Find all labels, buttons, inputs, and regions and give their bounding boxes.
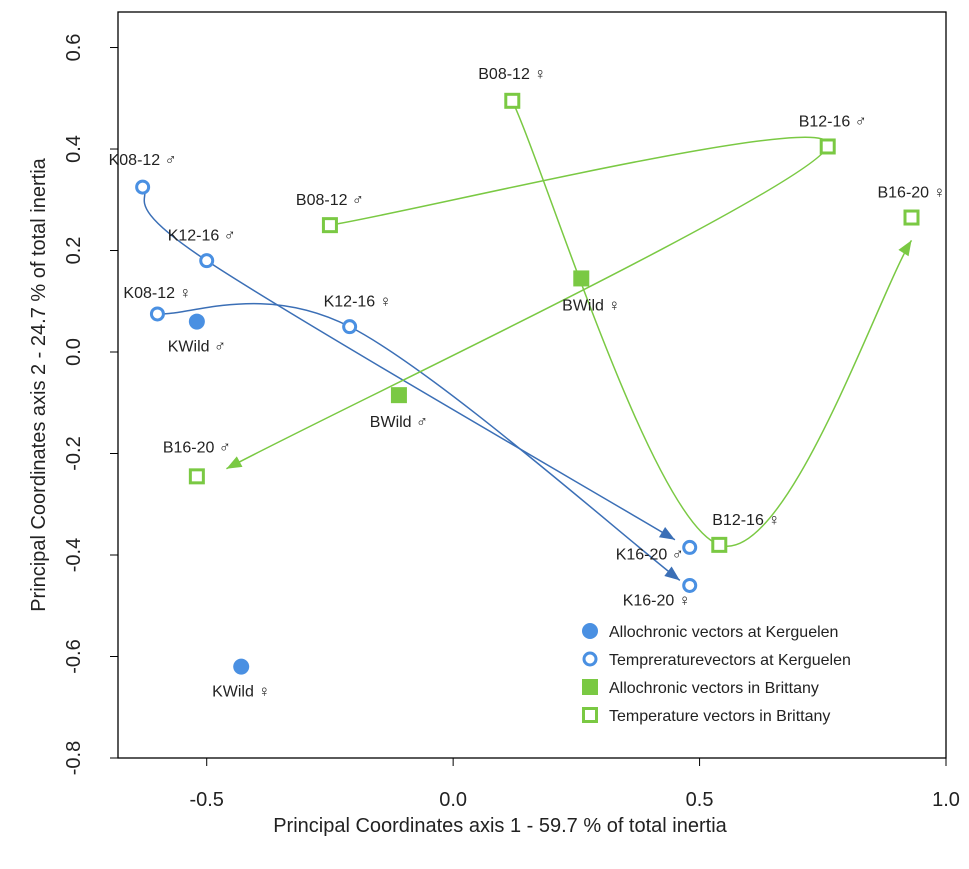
open-circle-kerguelen-point bbox=[199, 253, 215, 269]
x-axis-title: Principal Coordinates axis 1 - 59.7 % of… bbox=[273, 815, 727, 837]
legend-marker bbox=[582, 707, 598, 723]
x-tick-label: 0.0 bbox=[439, 789, 467, 811]
y-tick-label: -0.4 bbox=[63, 538, 85, 572]
point-label: B08-12 ♂ bbox=[296, 192, 364, 209]
y-tick-label: 0.6 bbox=[63, 34, 85, 62]
open-square-brittany-point bbox=[903, 209, 920, 226]
open-circle-kerguelen-point bbox=[149, 306, 165, 322]
kerguelen-vector-line bbox=[157, 302, 681, 581]
point-label: K12-16 ♀ bbox=[324, 294, 392, 311]
point-label: B12-16 ♀ bbox=[712, 512, 780, 529]
legend-label: Tempreraturevectors at Kerguelen bbox=[609, 652, 851, 669]
y-axis-title: Principal Coordinates axis 2 - 24.7 % of… bbox=[28, 157, 50, 611]
data-points bbox=[135, 92, 920, 675]
filled-circle-kerguelen-point bbox=[233, 658, 250, 675]
open-square-brittany-point bbox=[188, 468, 205, 485]
point-label: K12-16 ♂ bbox=[168, 228, 236, 245]
y-tick-label: 0.0 bbox=[63, 338, 85, 366]
legend-marker bbox=[582, 679, 598, 695]
open-circle-kerguelen-point bbox=[682, 539, 698, 555]
axes: -0.5 0.0 0.5 1.0 -0.8 -0.6 -0.4 -0.2 0.0 0.2 0.4 0.… bbox=[63, 34, 960, 811]
legend-marker bbox=[582, 623, 598, 639]
point-label: KWild ♂ bbox=[168, 339, 226, 356]
open-square-brittany-point bbox=[711, 536, 728, 553]
point-label: KWild ♀ bbox=[212, 684, 270, 701]
legend-label: Temperature vectors in Brittany bbox=[609, 708, 830, 725]
y-tick-label: -0.6 bbox=[63, 639, 85, 673]
y-tick-label: -0.2 bbox=[63, 436, 85, 470]
legend-label: Allochronic vectors at Kerguelen bbox=[609, 624, 838, 641]
open-circle-kerguelen-point bbox=[135, 179, 151, 195]
filled-square-brittany-point bbox=[573, 270, 590, 287]
point-label: K16-20 ♂ bbox=[616, 546, 684, 563]
brittany-arrowhead bbox=[226, 456, 243, 469]
open-square-brittany-point bbox=[504, 92, 521, 109]
x-tick-label: 1.0 bbox=[932, 789, 960, 811]
legend-marker bbox=[582, 651, 598, 667]
x-tick-label: 0.5 bbox=[686, 789, 714, 811]
y-tick-label: 0.2 bbox=[63, 237, 85, 265]
point-label: B12-16 ♂ bbox=[799, 113, 867, 130]
x-tick-label: -0.5 bbox=[189, 789, 223, 811]
open-square-brittany-point bbox=[321, 217, 338, 234]
vector-lines bbox=[142, 100, 913, 581]
point-label: B16-20 ♂ bbox=[163, 439, 231, 456]
legend-label: Allochronic vectors in Brittany bbox=[609, 680, 819, 697]
open-circle-kerguelen-point bbox=[682, 577, 698, 593]
y-tick-label: 0.4 bbox=[63, 135, 85, 163]
point-label: K08-12 ♂ bbox=[109, 152, 177, 169]
open-circle-kerguelen-point bbox=[342, 319, 358, 335]
open-square-brittany-point bbox=[819, 138, 836, 155]
brittany-arrowhead bbox=[898, 240, 912, 257]
y-tick-label: -0.8 bbox=[63, 741, 85, 775]
kerguelen-arrowhead bbox=[658, 526, 675, 540]
filled-square-brittany-point bbox=[390, 387, 407, 404]
point-label: K08-12 ♀ bbox=[123, 285, 191, 302]
point-label: B16-20 ♀ bbox=[877, 185, 945, 202]
point-labels: KWild ♂ KWild ♀ K08-12 ♂ K12-16 ♂ K08-12 ♀ K1… bbox=[109, 66, 946, 701]
brittany-vector-line bbox=[226, 136, 829, 470]
point-label: B08-12 ♀ bbox=[478, 66, 546, 83]
point-label: BWild ♀ bbox=[562, 297, 620, 314]
kerguelen-arrowhead bbox=[664, 566, 680, 581]
legend: Allochronic vectors at Kerguelen Temprera… bbox=[582, 623, 851, 725]
point-label: BWild ♂ bbox=[370, 414, 428, 431]
filled-circle-kerguelen-point bbox=[188, 313, 205, 330]
point-label: K16-20 ♀ bbox=[623, 592, 691, 609]
